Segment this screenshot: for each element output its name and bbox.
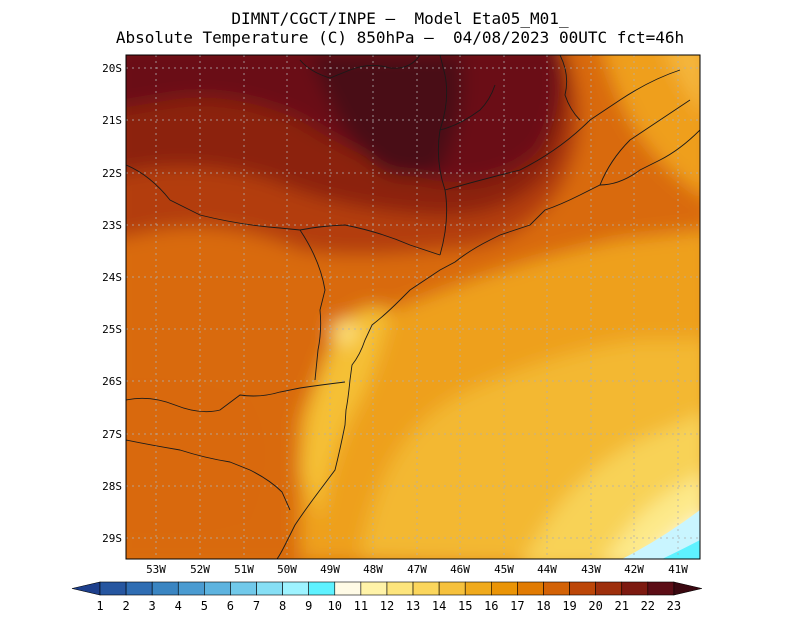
colorbar-tick-label: 22 <box>640 599 656 613</box>
lat-label: 22S <box>102 167 122 180</box>
colorbar-swatch <box>464 581 492 596</box>
colorbar-swatch <box>334 581 362 596</box>
lon-label: 41W <box>668 563 688 576</box>
colorbar-swatch <box>412 581 440 596</box>
colorbar-tick-label: 15 <box>457 599 473 613</box>
colorbar-tick-label: 3 <box>148 599 156 613</box>
colorbar-tick-label: 13 <box>405 599 421 613</box>
colorbar-tick-label: 14 <box>431 599 447 613</box>
colorbar-arrow-high <box>673 581 702 596</box>
colorbar-swatch <box>282 581 309 596</box>
map-frame <box>125 54 701 560</box>
colorbar-swatch <box>308 581 336 596</box>
colorbar-swatch <box>386 581 414 596</box>
colorbar-arrow-low <box>71 581 101 596</box>
lat-label: 20S <box>102 62 122 75</box>
lat-label: 23S <box>102 219 122 232</box>
colorbar-tick-label: 19 <box>562 599 577 613</box>
colorbar-swatch <box>569 581 596 596</box>
lat-label: 21S <box>102 114 122 127</box>
colorbar-tick-label: 9 <box>305 599 313 613</box>
lon-label: 48W <box>363 563 383 576</box>
colorbar-tick-label: 10 <box>327 599 342 613</box>
colorbar-tick-label: 6 <box>226 599 235 613</box>
coastline-icon <box>126 55 700 559</box>
colorbar-swatch <box>543 581 570 596</box>
colorbar-tick-label: 7 <box>252 599 261 613</box>
colorbar-tick-label: 4 <box>174 599 182 613</box>
lat-label: 25S <box>102 323 122 336</box>
lon-label: 45W <box>494 563 514 576</box>
colorbar-swatch <box>438 581 466 596</box>
lon-label: 47W <box>407 563 427 576</box>
colorbar-swatch <box>595 581 623 596</box>
colorbar-swatch <box>621 581 649 596</box>
lon-label: 53W <box>146 563 166 576</box>
colorbar-tick-label: 20 <box>588 599 603 613</box>
colorbar-swatch <box>230 581 257 596</box>
colorbar-tick-label: 18 <box>536 599 551 613</box>
colorbar-swatch <box>256 581 283 596</box>
colorbar-swatch <box>491 581 518 596</box>
colorbar-tick-label: 5 <box>200 599 208 613</box>
colorbar-swatch <box>647 581 675 596</box>
colorbar-swatch <box>125 581 153 596</box>
colorbar-tick-label: 8 <box>278 599 287 613</box>
colorbar-tick-label: 17 <box>510 599 525 613</box>
colorbar-tick-label: 23 <box>666 599 682 613</box>
colorbar-swatch <box>177 581 205 596</box>
colorbar-tick-label: 12 <box>379 599 395 613</box>
lon-label: 46W <box>450 563 470 576</box>
lon-label: 51W <box>234 563 254 576</box>
colorbar-swatch <box>517 581 544 596</box>
lat-label: 24S <box>102 271 122 284</box>
lat-label: 29S <box>102 532 122 545</box>
colorbar-swatch <box>151 581 179 596</box>
temperature-field <box>126 55 700 559</box>
colorbar-swatch <box>99 581 127 596</box>
graticule <box>126 55 700 559</box>
title-line-2: Absolute Temperature (C) 850hPa – 04/08/… <box>115 28 685 47</box>
colorbar <box>71 581 702 596</box>
lon-label: 43W <box>581 563 601 576</box>
lon-label: 50W <box>277 563 297 576</box>
colorbar-tick-label: 1 <box>96 599 104 613</box>
lon-label: 52W <box>190 563 210 576</box>
lat-label: 27S <box>102 428 122 441</box>
colorbar-tick-label: 2 <box>122 599 130 613</box>
colorbar-swatch <box>204 581 231 596</box>
lon-label: 44W <box>537 563 557 576</box>
lat-label: 26S <box>102 375 122 388</box>
lon-label: 49W <box>320 563 340 576</box>
title-line-1: DIMNT/CGCT/INPE – Model Eta05_M01_ <box>231 9 569 28</box>
colorbar-swatch <box>360 581 388 596</box>
colorbar-tick-label: 21 <box>614 599 629 613</box>
lon-label: 42W <box>624 563 644 576</box>
colorbar-tick-label: 11 <box>353 599 369 613</box>
colorbar-tick-label: 16 <box>484 599 499 613</box>
lat-label: 28S <box>102 480 122 493</box>
